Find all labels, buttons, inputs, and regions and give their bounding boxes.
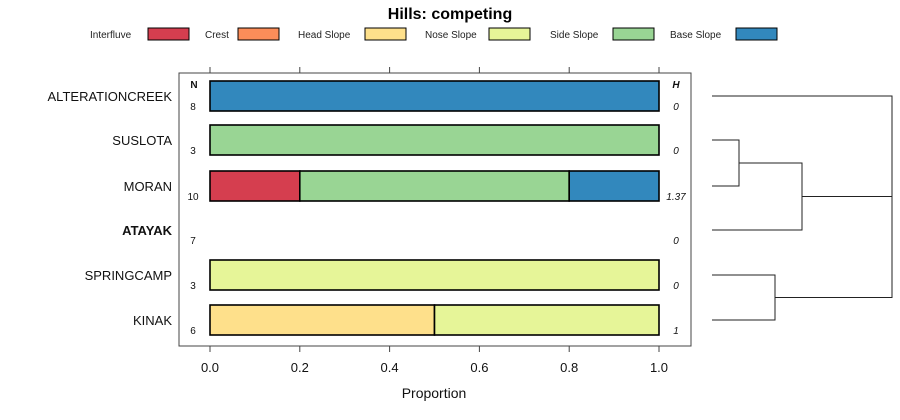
- x-axis-label: Proportion: [402, 385, 467, 401]
- legend-key-head-slope: [364, 27, 407, 41]
- n-value: 8: [190, 102, 196, 113]
- legend-key-interfluve: [147, 27, 190, 41]
- row-kinak: KINAK 6 1: [133, 304, 679, 337]
- legend-label-side-slope: Side Slope: [550, 30, 599, 41]
- row-springcamp: SPRINGCAMP 3 0: [85, 259, 679, 292]
- n-value: 6: [190, 326, 196, 337]
- legend-key-crest: [237, 27, 280, 41]
- n-value: 10: [187, 192, 199, 203]
- dendrogram-link: [712, 162, 803, 231]
- legend-label-nose-slope: Nose Slope: [425, 30, 477, 41]
- legend-key-nose-slope: [488, 27, 531, 41]
- h-value: 1.37: [666, 192, 686, 203]
- x-tick-label: 0.4: [381, 360, 399, 375]
- n-value: 7: [190, 236, 196, 247]
- h-value: 0: [673, 146, 679, 157]
- dendrogram-link: [775, 146, 893, 298]
- legend-label-crest: Crest: [205, 30, 229, 41]
- h-header: H: [672, 80, 680, 91]
- h-value: 1: [673, 326, 679, 337]
- legend-label-base-slope: Base Slope: [670, 30, 722, 41]
- row-alterationcreek: ALTERATIONCREEK 8 0: [48, 80, 679, 113]
- bar-segment-nose-slope: [209, 259, 660, 291]
- bar-segment-head-slope: [209, 304, 436, 336]
- x-tick-label: 0.8: [560, 360, 578, 375]
- bar-segment-base-slope: [568, 170, 660, 202]
- row-moran: MORAN 10 1.37: [124, 170, 686, 203]
- bar-segment-side-slope: [298, 170, 570, 202]
- bar-segment-side-slope: [209, 124, 660, 156]
- x-tick-label: 0.2: [291, 360, 309, 375]
- x-axis: 0.0 0.2 0.4 0.6 0.8 1.0: [201, 67, 668, 375]
- row-label: KINAK: [133, 313, 172, 328]
- n-header: N: [190, 80, 197, 91]
- h-value: 0: [673, 236, 679, 247]
- row-label: ALTERATIONCREEK: [48, 89, 173, 104]
- dendrogram-link: [712, 139, 740, 187]
- x-tick-label: 1.0: [650, 360, 668, 375]
- legend-label-interfluve: Interfluve: [90, 30, 132, 41]
- x-tick-label: 0.0: [201, 360, 219, 375]
- legend-key-base-slope: [735, 27, 778, 41]
- row-label: SPRINGCAMP: [85, 268, 172, 283]
- bar-segment-base-slope: [209, 80, 660, 112]
- row-label: ATAYAK: [122, 223, 172, 238]
- row-label: SUSLOTA: [112, 133, 172, 148]
- n-value: 3: [190, 281, 196, 292]
- chart-title: Hills: competing: [388, 6, 512, 23]
- x-tick-label: 0.6: [470, 360, 488, 375]
- bar-segment-nose-slope: [433, 304, 660, 336]
- row-suslota: SUSLOTA 3 0: [112, 124, 679, 157]
- bar-segment-interfluve: [209, 170, 301, 202]
- row-atayak: ATAYAK 7 0: [122, 223, 679, 247]
- row-label: MORAN: [124, 179, 172, 194]
- dendrogram: [712, 95, 893, 321]
- plot-frame: [178, 72, 692, 347]
- dendrogram-link: [712, 274, 776, 321]
- h-value: 0: [673, 102, 679, 113]
- n-value: 3: [190, 146, 196, 157]
- legend-key-side-slope: [612, 27, 655, 41]
- legend-label-head-slope: Head Slope: [298, 30, 351, 41]
- legend: Interfluve Crest Head Slope Nose Slope Side …: [90, 27, 778, 41]
- h-value: 0: [673, 281, 679, 292]
